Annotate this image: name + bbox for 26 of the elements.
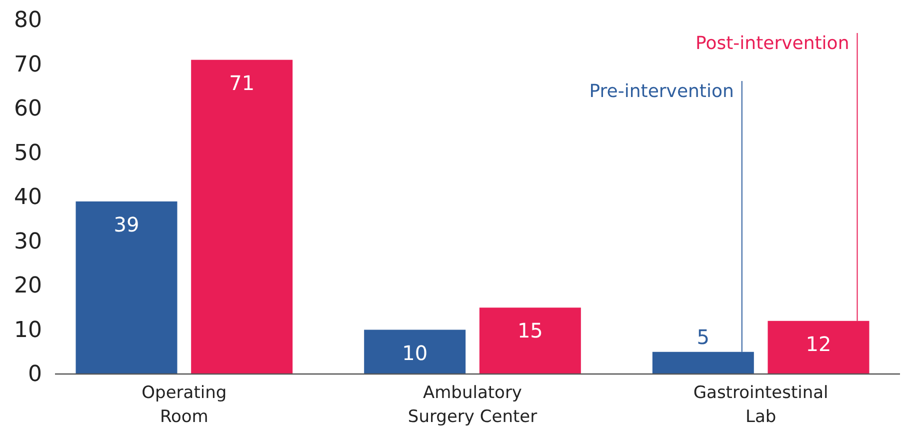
y-tick-label: 10 bbox=[14, 318, 42, 343]
bar bbox=[76, 201, 178, 374]
y-tick-label: 20 bbox=[14, 274, 42, 299]
y-tick-label: 70 bbox=[14, 52, 42, 78]
y-tick-label: 60 bbox=[14, 96, 42, 122]
data-label: 12 bbox=[806, 332, 832, 356]
y-tick-label: 30 bbox=[14, 229, 42, 254]
bar bbox=[364, 330, 466, 374]
text: Post-intervention bbox=[696, 33, 850, 54]
data-label: 10 bbox=[402, 340, 428, 365]
data-label: 5 bbox=[696, 324, 710, 349]
y-tick-label: 40 bbox=[14, 185, 42, 210]
bar bbox=[479, 308, 581, 374]
y-tick-label: 0 bbox=[28, 362, 42, 388]
x-tick-label: Operating Room bbox=[142, 383, 227, 427]
bar bbox=[768, 320, 870, 374]
bar bbox=[652, 352, 754, 374]
data-label: 71 bbox=[229, 70, 255, 95]
x-tick-label: Ambulatory Surgery Center bbox=[408, 383, 538, 427]
bar bbox=[191, 60, 293, 374]
text: Pre-intervention bbox=[589, 81, 734, 102]
data-label: 15 bbox=[517, 318, 543, 343]
data-label: 39 bbox=[114, 212, 140, 236]
x-tick-label: Gastrointestinal Lab bbox=[693, 383, 828, 427]
y-tick-label: 50 bbox=[14, 140, 42, 166]
y-tick-label: 80 bbox=[14, 8, 42, 34]
